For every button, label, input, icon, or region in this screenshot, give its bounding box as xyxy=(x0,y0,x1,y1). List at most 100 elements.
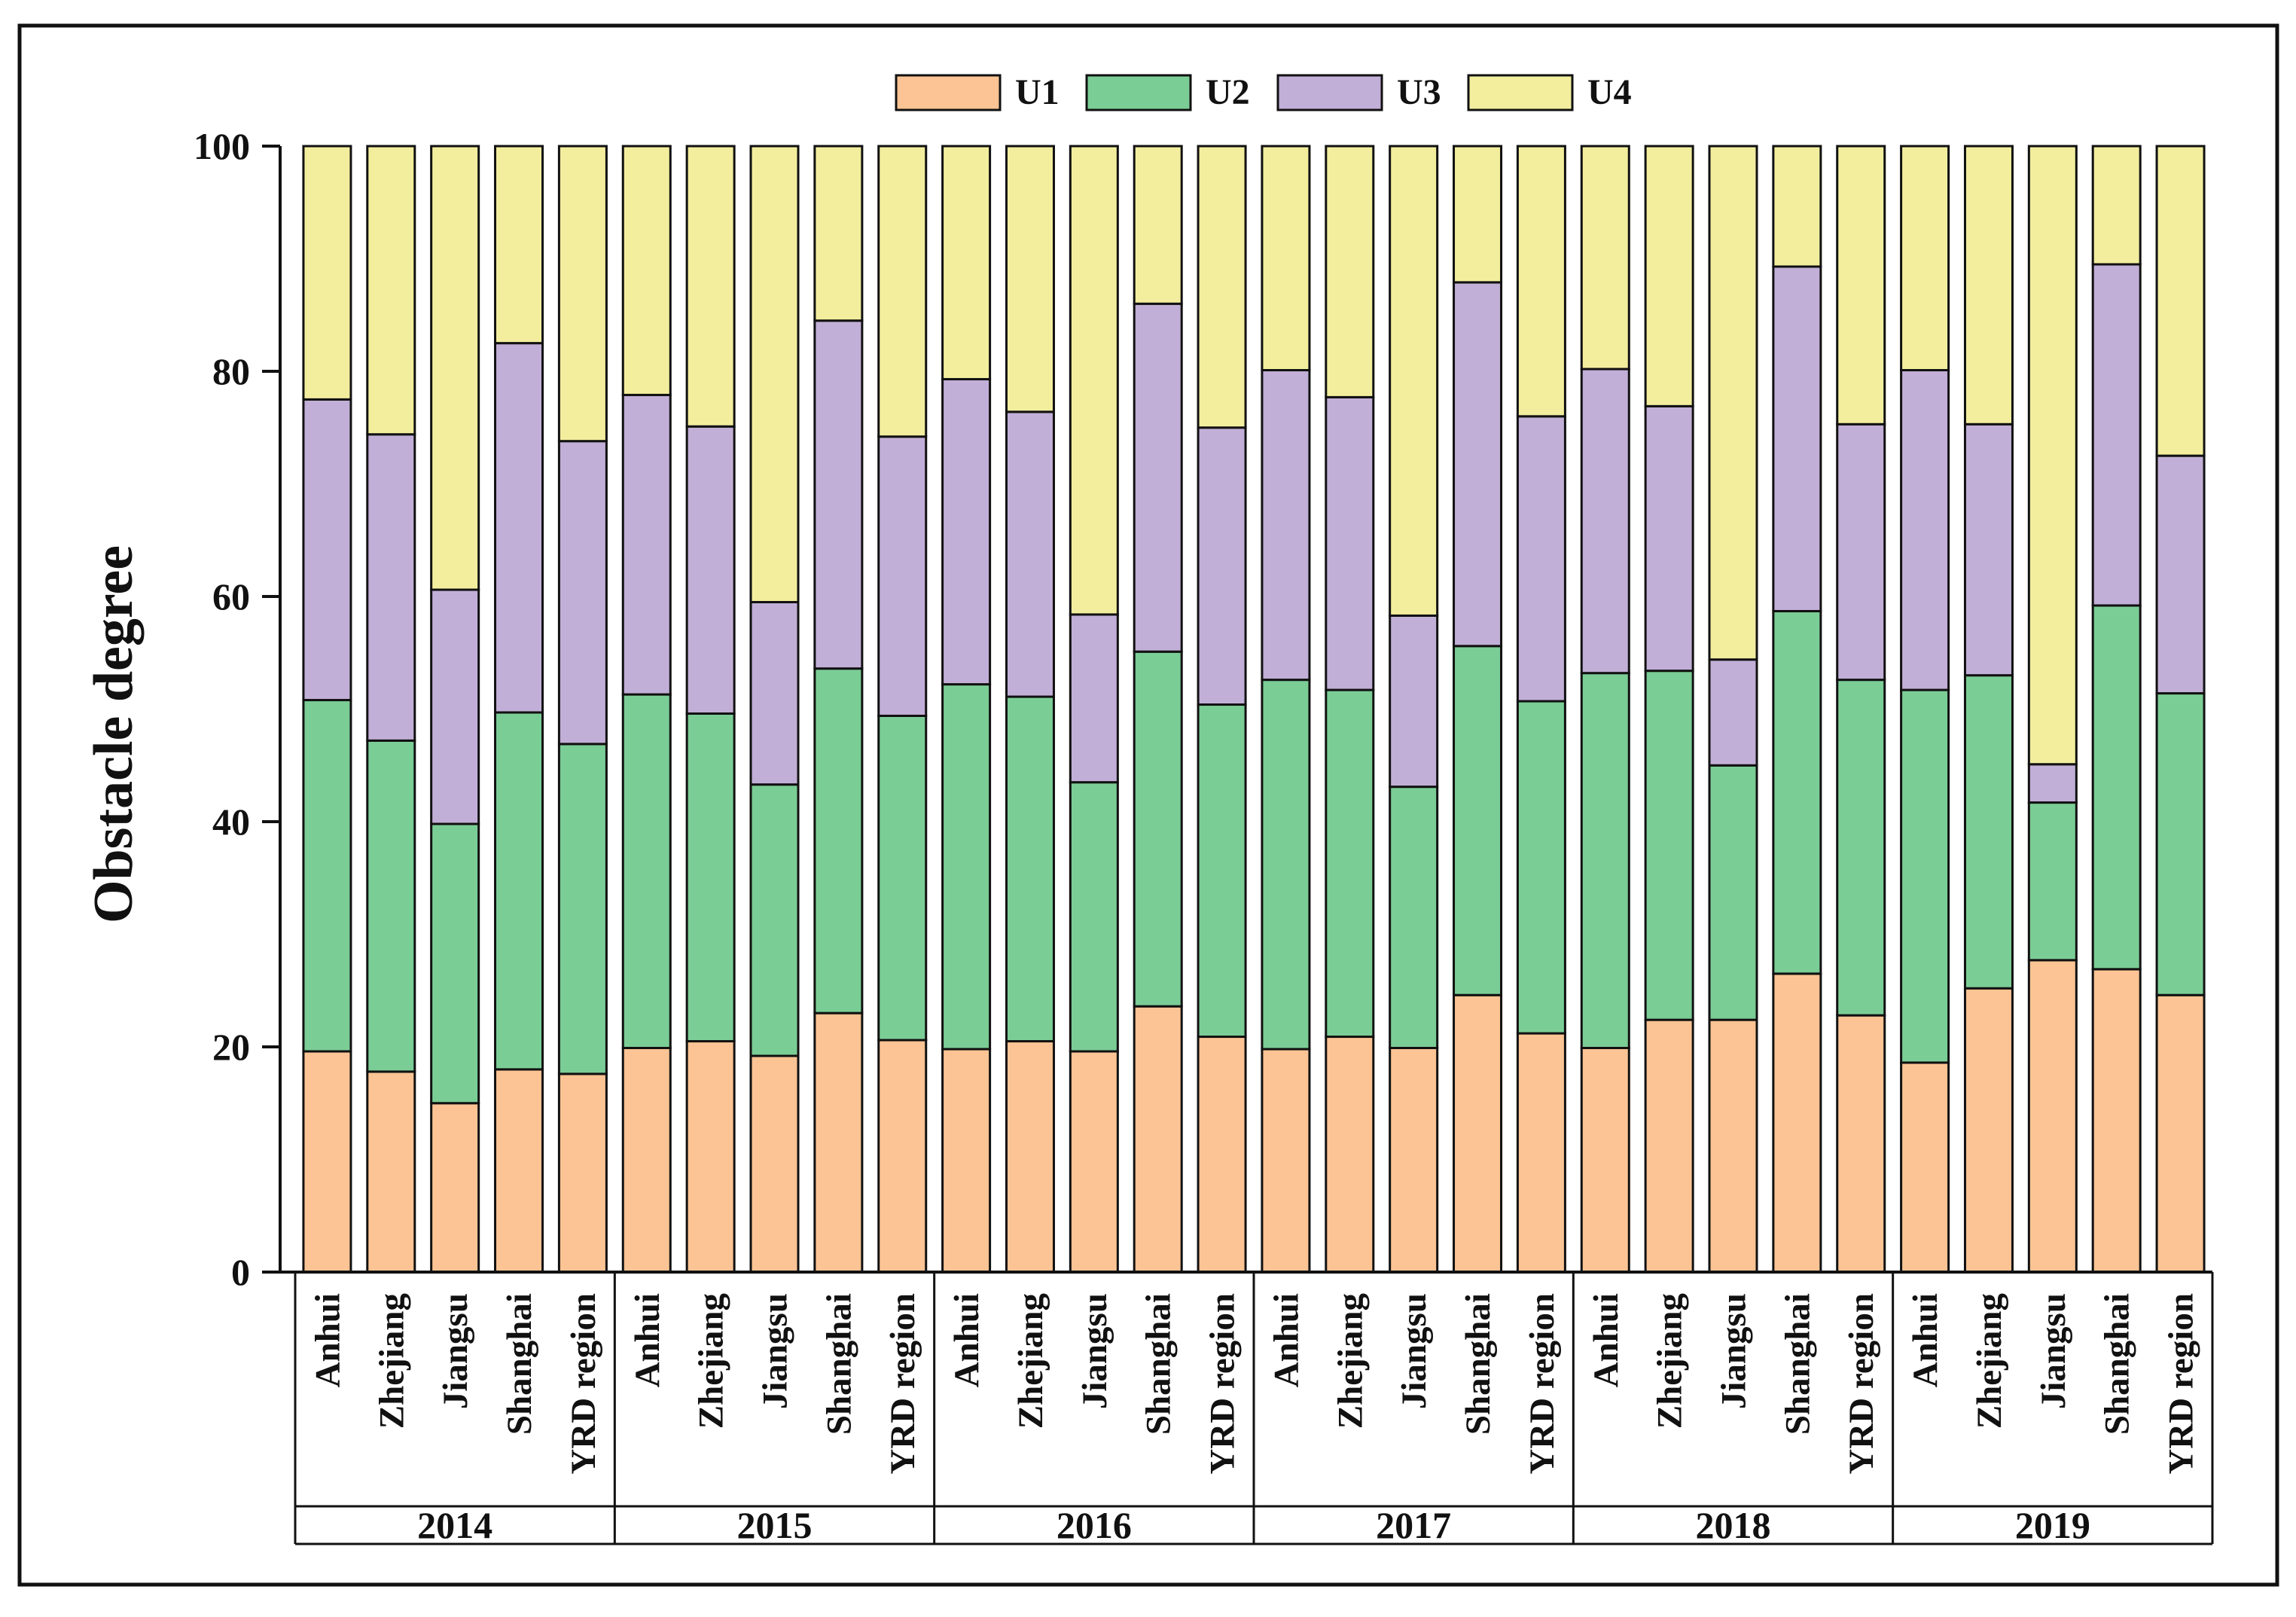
bar-segment-u1 xyxy=(1389,1046,1439,1274)
bar-segment-u2 xyxy=(1516,700,1566,1035)
bar-segment-u2 xyxy=(749,783,800,1057)
x-tick-label: Anhui xyxy=(308,1293,347,1387)
y-tick-label: 80 xyxy=(212,350,250,392)
bar-segment-u3 xyxy=(494,342,544,714)
bar-segment-u1 xyxy=(1644,1018,1694,1274)
bar-segment-u2 xyxy=(1453,645,1503,996)
x-tick-label: Zhejiang xyxy=(1331,1293,1370,1429)
bar-segment-u1 xyxy=(1069,1050,1119,1274)
x-tick-label: Zhejiang xyxy=(1970,1293,2009,1429)
x-tick-label: Shanghai xyxy=(500,1293,539,1435)
y-tick-label: 100 xyxy=(194,125,250,167)
bar-segment-u2 xyxy=(2091,604,2142,971)
x-tick-label: YRD region xyxy=(1523,1293,1562,1475)
x-tick-label: Anhui xyxy=(947,1293,986,1387)
bar-segment-u1 xyxy=(1963,987,2014,1274)
bar-segment-u1 xyxy=(621,1046,672,1274)
bar-segment-u1 xyxy=(1708,1018,1758,1274)
legend-label-u1: U1 xyxy=(1015,72,1060,112)
bar-segment-u1 xyxy=(749,1054,800,1274)
x-tick-label: YRD region xyxy=(883,1293,922,1475)
legend-swatch-u3 xyxy=(1276,74,1383,111)
bar-segment-u4 xyxy=(1963,145,2014,426)
x-tick-label: Zhejiang xyxy=(1651,1293,1690,1429)
bar-segment-u3 xyxy=(1197,426,1247,706)
bar-segment-u3 xyxy=(749,600,800,786)
bar-segment-u2 xyxy=(2155,692,2206,996)
bar-segment-u1 xyxy=(1580,1046,1630,1274)
bar-segment-u2 xyxy=(1772,609,1822,975)
bar-segment-u2 xyxy=(1644,670,1694,1021)
bar-segment-u2 xyxy=(366,739,416,1073)
bar-segment-u4 xyxy=(621,145,672,396)
y-tick-label: 20 xyxy=(212,1026,250,1068)
y-tick-label: 60 xyxy=(212,575,250,618)
bar-segment-u4 xyxy=(1005,145,1055,413)
group-label-2019: 2019 xyxy=(2015,1504,2090,1546)
bar-segment-u2 xyxy=(813,667,864,1014)
bar-segment-u1 xyxy=(2091,968,2142,1274)
x-tick-label: Zhejiang xyxy=(692,1293,731,1429)
bar-segment-u3 xyxy=(685,425,736,715)
bar-segment-u3 xyxy=(1516,415,1566,703)
bar-segment-u2 xyxy=(1069,781,1119,1053)
bar-segment-u4 xyxy=(302,145,352,401)
x-tick-label: Shanghai xyxy=(2098,1293,2137,1435)
legend-label-u3: U3 xyxy=(1397,72,1441,112)
bar-segment-u2 xyxy=(2027,801,2078,962)
x-tick-label: YRD region xyxy=(2162,1293,2201,1475)
bar-segment-u2 xyxy=(557,743,608,1075)
bar-segment-u3 xyxy=(1133,302,1183,653)
bar-segment-u3 xyxy=(366,433,416,742)
bar-segment-u1 xyxy=(494,1068,544,1274)
y-axis-label: Obstacle degree xyxy=(83,545,145,923)
bar-segment-u4 xyxy=(1325,145,1375,398)
bar-segment-u4 xyxy=(1836,145,1886,426)
bar-segment-u4 xyxy=(1580,145,1630,371)
bar-segment-u1 xyxy=(1197,1036,1247,1274)
bar-segment-u3 xyxy=(2091,263,2142,607)
x-tick-label: Jiangsu xyxy=(436,1293,475,1409)
bar-segment-u2 xyxy=(1963,674,2014,990)
x-tick-label: Jiangsu xyxy=(2034,1293,2073,1409)
bar-segment-u4 xyxy=(941,145,992,380)
bar-segment-u4 xyxy=(877,145,928,438)
legend-label-u4: U4 xyxy=(1587,72,1632,112)
y-axis-layer: 0 20 40 60 80 100 xyxy=(194,125,282,1293)
bar-segment-u4 xyxy=(1133,145,1183,305)
bar-segment-u3 xyxy=(1580,368,1630,675)
bar-segment-u4 xyxy=(813,145,864,322)
bar-segment-u3 xyxy=(302,398,352,702)
bar-segment-u1 xyxy=(1261,1048,1311,1274)
bar-segment-u2 xyxy=(1005,695,1055,1043)
x-tick-label: Jiangsu xyxy=(1075,1293,1114,1409)
bar-segment-u3 xyxy=(1963,423,2014,677)
group-label-2017: 2017 xyxy=(1376,1504,1451,1546)
bar-segment-u2 xyxy=(685,712,736,1043)
bar-segment-u4 xyxy=(2155,145,2206,457)
bar-segment-u3 xyxy=(1389,614,1439,789)
x-tick-label: YRD region xyxy=(564,1293,603,1475)
bar-segment-u3 xyxy=(1772,265,1822,612)
x-tick-label: Jiangsu xyxy=(1715,1293,1754,1409)
x-tick-label: Zhejiang xyxy=(1011,1293,1050,1429)
bar-segment-u2 xyxy=(1325,688,1375,1039)
bar-segment-u1 xyxy=(1453,993,1503,1274)
x-tick-label: Jiangsu xyxy=(1395,1293,1434,1409)
bar-segment-u1 xyxy=(1133,1005,1183,1274)
bar-segment-u2 xyxy=(1580,672,1630,1049)
bar-segment-u2 xyxy=(1708,764,1758,1021)
bar-segment-u3 xyxy=(1900,369,1950,691)
bar-segment-u4 xyxy=(1069,145,1119,616)
bar-segment-u4 xyxy=(749,145,800,603)
bar-segment-u2 xyxy=(1261,679,1311,1051)
bar-segment-u3 xyxy=(430,588,480,825)
bar-segment-u4 xyxy=(1900,145,1950,372)
bar-segment-u1 xyxy=(2155,993,2206,1274)
bar-segment-u4 xyxy=(2027,145,2078,766)
bar-segment-u1 xyxy=(2027,959,2078,1274)
bar-segment-u2 xyxy=(430,822,480,1105)
bar-segment-u4 xyxy=(557,145,608,443)
